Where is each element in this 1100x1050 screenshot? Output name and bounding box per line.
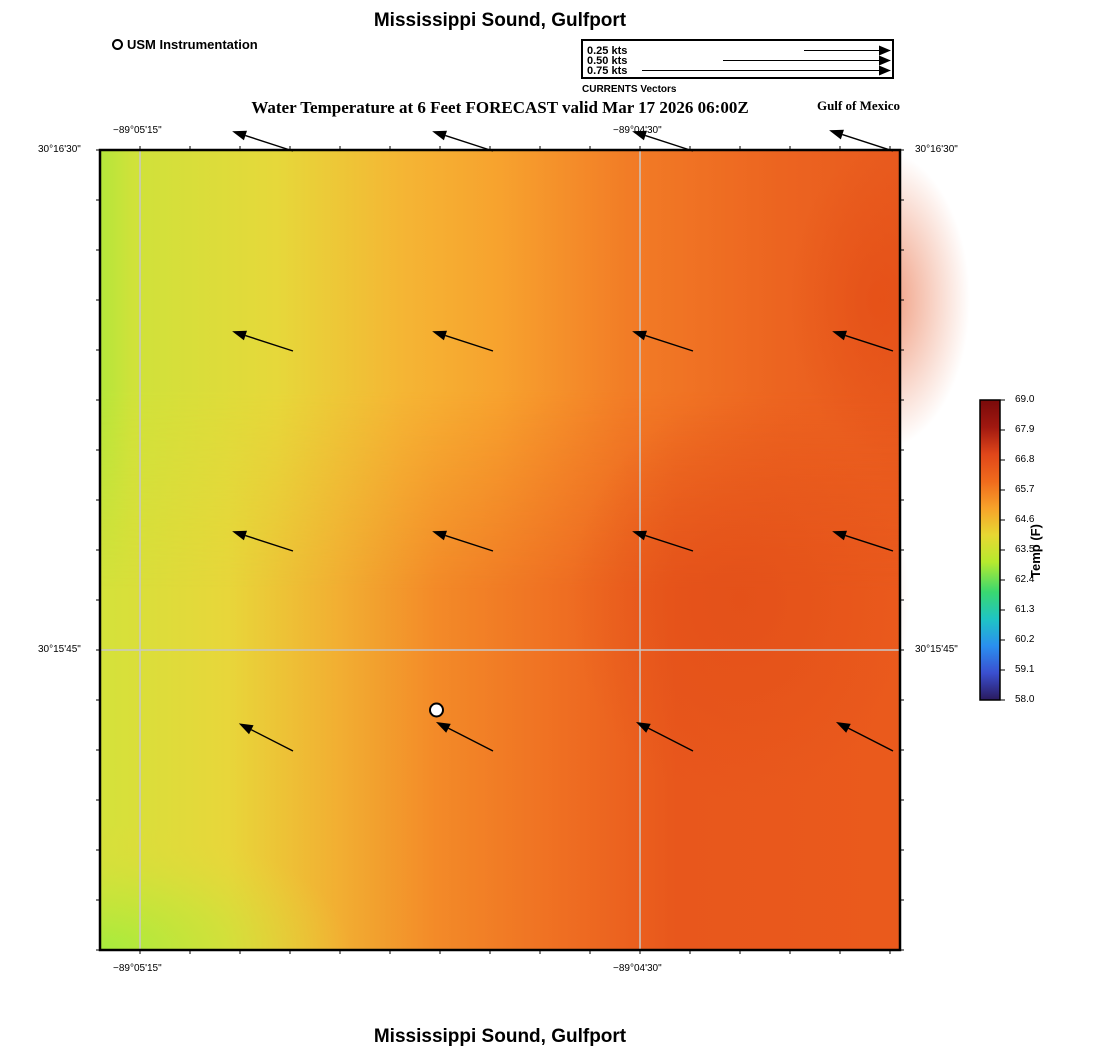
vector-scale-arrow xyxy=(804,45,891,56)
lon-tick-label: −89°04'30" xyxy=(613,963,662,974)
vector-scale-arrow xyxy=(642,65,891,76)
vector-scale-legend: 0.25 kts 0.50 kts 0.75 kts xyxy=(581,39,894,79)
map-frame xyxy=(98,148,902,952)
lat-tick-label: 30°16'30" xyxy=(915,144,958,155)
current-vector-arrow xyxy=(632,130,694,152)
current-vector-arrow xyxy=(635,721,694,752)
vector-legend-caption: CURRENTS Vectors xyxy=(582,84,677,95)
vector-scale-label: 0.50 kts xyxy=(587,55,628,67)
current-vector-arrow xyxy=(232,330,294,352)
vector-scale-arrow xyxy=(723,55,891,66)
current-vector-arrow xyxy=(832,330,894,352)
colorbar-label: 59.1 xyxy=(1015,664,1035,675)
current-vector-arrow xyxy=(829,129,894,152)
vector-scale-label: 0.75 kts xyxy=(587,65,628,77)
map-title: Mississippi Sound, Gulfport xyxy=(373,10,627,31)
current-vector-arrow xyxy=(832,530,894,552)
colorbar-label: 63.5 xyxy=(1015,544,1035,555)
instrument-marker-icon xyxy=(112,39,123,50)
lat-tick-label: 30°16'30" xyxy=(38,144,81,155)
current-vector-arrow xyxy=(232,130,294,152)
colorbar-label: 66.8 xyxy=(1015,454,1035,465)
colorbar-label: 65.7 xyxy=(1015,484,1035,495)
footer-title: Mississippi Sound, Gulfport xyxy=(373,1026,627,1047)
lon-tick-label: −89°04'30" xyxy=(613,125,662,136)
temperature-field xyxy=(100,150,970,950)
lat-tick-label: 30°15'45" xyxy=(915,644,958,655)
colorbar-label: 69.0 xyxy=(1015,394,1035,405)
lat-tick-label: 30°15'45" xyxy=(38,644,81,655)
current-vector-arrow xyxy=(435,721,494,752)
current-vectors xyxy=(232,129,894,752)
colorbar-label: 67.9 xyxy=(1015,424,1035,435)
colorbar-title: Temp (F) xyxy=(1028,524,1043,578)
current-vector-arrow xyxy=(632,530,694,552)
lon-tick-label: −89°05'15" xyxy=(113,125,162,136)
colorbar-ticks xyxy=(1000,399,1005,701)
current-vector-arrow xyxy=(432,530,494,552)
colorbar-label: 60.2 xyxy=(1015,634,1035,645)
current-vector-arrow xyxy=(835,721,894,752)
vector-scale-arrows xyxy=(642,45,891,76)
instrument-legend: USM Instrumentation xyxy=(112,37,258,52)
colorbar-label: 58.0 xyxy=(1015,694,1035,705)
graticule xyxy=(100,150,900,950)
current-vector-arrow xyxy=(432,130,494,152)
colorbar-label: 62.4 xyxy=(1015,574,1035,585)
current-vector-arrow xyxy=(232,530,294,552)
vector-scale-label: 0.25 kts xyxy=(587,45,628,57)
forecast-title: Water Temperature at 6 Feet FORECAST val… xyxy=(251,98,749,117)
region-label: Gulf of Mexico xyxy=(816,98,900,113)
colorbar-label: 64.6 xyxy=(1015,514,1035,525)
instrument-legend-label: USM Instrumentation xyxy=(127,37,258,52)
current-vector-arrow xyxy=(238,723,294,752)
current-vector-arrow xyxy=(632,330,694,352)
colorbar-gradient xyxy=(980,400,1000,700)
colorbar-label: 61.3 xyxy=(1015,604,1035,615)
colorbar xyxy=(979,399,1005,701)
current-vector-arrow xyxy=(432,330,494,352)
lon-tick-label: −89°05'15" xyxy=(113,963,162,974)
instrument-site-marker[interactable] xyxy=(429,702,444,718)
